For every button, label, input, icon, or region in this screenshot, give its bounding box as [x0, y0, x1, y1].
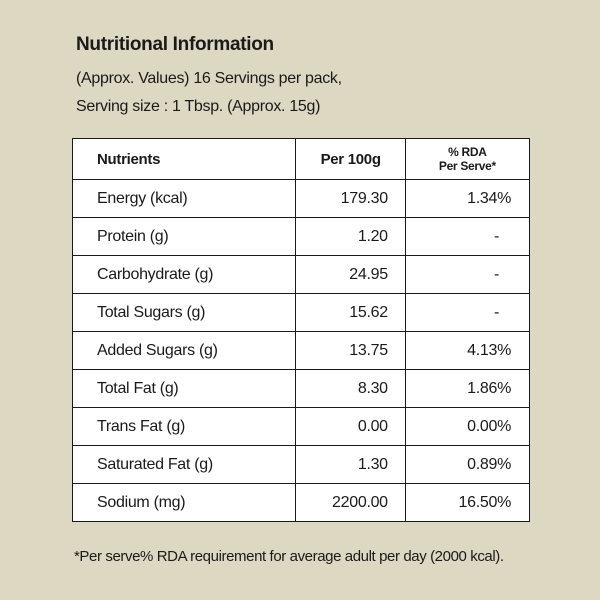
- rda-value: -: [404, 255, 531, 294]
- nutrient-name: Energy (kcal): [71, 179, 297, 218]
- rda-value: 4.13%: [404, 331, 531, 370]
- header-per-100g: Per 100g: [295, 138, 406, 180]
- table-row: Saturated Fat (g) 1.30 0.89%: [71, 445, 531, 484]
- header-nutrients: Nutrients: [71, 138, 297, 180]
- nutrient-name: Carbohydrate (g): [71, 255, 297, 294]
- rda-value: 1.86%: [404, 369, 531, 408]
- table-row: Sodium (mg) 2200.00 16.50%: [71, 483, 531, 522]
- nutrient-name: Trans Fat (g): [71, 407, 297, 446]
- serving-size-info: Serving size : 1 Tbsp. (Approx. 15g): [76, 98, 321, 115]
- nutrient-name: Added Sugars (g): [71, 331, 297, 370]
- nutrient-name: Total Sugars (g): [71, 293, 297, 332]
- per-100g-value: 24.95: [295, 255, 406, 294]
- footnote: *Per serve% RDA requirement for average …: [74, 548, 504, 565]
- header-rda-line2: Per Serve*: [438, 159, 496, 173]
- rda-value: 0.89%: [404, 445, 531, 484]
- rda-value: 1.34%: [404, 179, 531, 218]
- table-row: Protein (g) 1.20 -: [71, 217, 531, 256]
- rda-value: 0.00%: [404, 407, 531, 446]
- per-100g-value: 8.30: [295, 369, 406, 408]
- table-row: Energy (kcal) 179.30 1.34%: [71, 179, 531, 218]
- rda-value: 16.50%: [404, 483, 531, 522]
- header-rda-line1: % RDA: [448, 145, 487, 159]
- header-rda: % RDA Per Serve*: [404, 138, 531, 180]
- rda-value: -: [404, 217, 531, 256]
- per-100g-value: 1.20: [295, 217, 406, 256]
- per-100g-value: 15.62: [295, 293, 406, 332]
- panel-title: Nutritional Information: [76, 34, 274, 55]
- per-100g-value: 1.30: [295, 445, 406, 484]
- nutrition-table: Nutrients Per 100g % RDA Per Serve* Ener…: [71, 138, 531, 522]
- table-row: Added Sugars (g) 13.75 4.13%: [71, 331, 531, 370]
- nutrient-name: Protein (g): [71, 217, 297, 256]
- table-header-row: Nutrients Per 100g % RDA Per Serve*: [71, 138, 531, 180]
- per-100g-value: 0.00: [295, 407, 406, 446]
- per-100g-value: 2200.00: [295, 483, 406, 522]
- table-row: Trans Fat (g) 0.00 0.00%: [71, 407, 531, 446]
- table-row: Total Fat (g) 8.30 1.86%: [71, 369, 531, 408]
- nutrient-name: Total Fat (g): [71, 369, 297, 408]
- nutrient-name: Sodium (mg): [71, 483, 297, 522]
- servings-info: (Approx. Values) 16 Servings per pack,: [76, 70, 342, 87]
- per-100g-value: 179.30: [295, 179, 406, 218]
- per-100g-value: 13.75: [295, 331, 406, 370]
- table-row: Carbohydrate (g) 24.95 -: [71, 255, 531, 294]
- nutrient-name: Saturated Fat (g): [71, 445, 297, 484]
- rda-value: -: [404, 293, 531, 332]
- table-row: Total Sugars (g) 15.62 -: [71, 293, 531, 332]
